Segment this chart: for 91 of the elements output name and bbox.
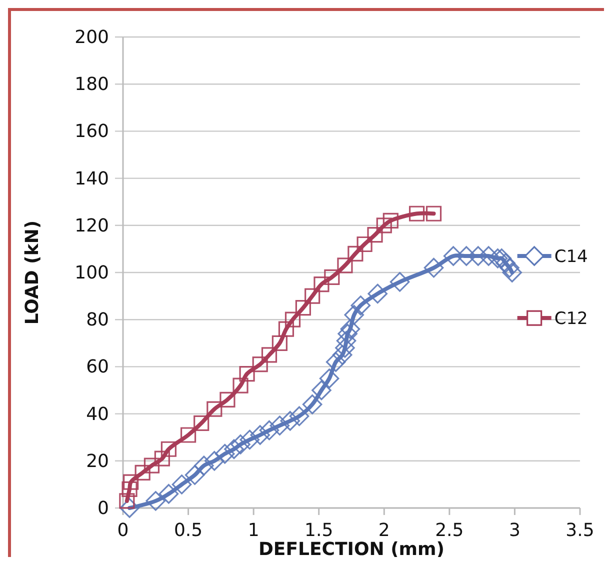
legend-label: C12 [554, 309, 588, 330]
point [424, 258, 444, 278]
y-tick-label: 160 [74, 121, 109, 142]
point [350, 296, 371, 316]
point [154, 450, 170, 466]
point [261, 347, 278, 363]
y-tick-label: 20 [86, 450, 109, 472]
point [158, 484, 179, 504]
point [144, 458, 160, 474]
point [172, 474, 192, 494]
point [239, 366, 255, 382]
point [348, 246, 364, 262]
point [214, 444, 235, 464]
y-tick-label: 0 [98, 498, 109, 519]
x-tick-label: 3 [508, 520, 520, 541]
y-tick-label: 80 [86, 310, 109, 331]
x-tick-label: 2.5 [435, 520, 464, 541]
point [336, 330, 356, 351]
x-tick-label: 0.5 [174, 520, 203, 541]
point [426, 206, 442, 222]
point [270, 416, 290, 436]
point [408, 206, 425, 222]
point [180, 427, 196, 443]
point [194, 456, 214, 476]
point [443, 246, 464, 266]
point [468, 246, 488, 266]
y-tick-label: 100 [74, 262, 109, 284]
point [304, 288, 320, 304]
point [344, 304, 364, 325]
point [224, 439, 244, 460]
point [456, 246, 476, 266]
y-tick-label: 60 [86, 356, 109, 378]
point [312, 380, 332, 400]
point [488, 248, 508, 268]
point [194, 415, 210, 432]
point [259, 420, 280, 440]
y-axis-title: LOAD (kN) [22, 220, 43, 325]
point [123, 474, 139, 490]
point [134, 464, 150, 480]
point [376, 218, 392, 234]
point [230, 434, 250, 454]
x-tick-label: 0 [117, 520, 129, 541]
point [232, 378, 248, 394]
point [326, 352, 346, 372]
point [220, 392, 236, 408]
point [382, 212, 398, 228]
x-tick-label: 1.5 [304, 520, 334, 541]
point [280, 410, 300, 431]
point [284, 312, 301, 328]
point [338, 324, 358, 344]
point [368, 284, 388, 304]
point [206, 401, 222, 417]
point [478, 246, 498, 266]
point [492, 248, 512, 268]
point [250, 425, 270, 445]
y-tick-label: 40 [86, 404, 109, 425]
point [356, 236, 372, 252]
point [332, 345, 352, 365]
point [252, 356, 268, 372]
point [146, 491, 166, 511]
x-axis-title: DEFLECTION (mm) [258, 539, 445, 560]
point [278, 321, 294, 337]
y-tick-label: 200 [74, 27, 109, 48]
point [204, 451, 224, 471]
y-tick-label: 140 [74, 168, 109, 190]
x-tick-label: 2 [378, 520, 390, 541]
point [340, 319, 360, 339]
point [500, 258, 520, 278]
point [295, 300, 311, 316]
point [122, 481, 138, 497]
point [289, 406, 310, 426]
point [240, 430, 260, 450]
legend-label: C14 [554, 247, 588, 268]
point [160, 441, 176, 457]
point [324, 269, 340, 286]
point [390, 272, 410, 292]
point [337, 258, 353, 274]
point [335, 338, 355, 358]
y-tick-label: 180 [74, 74, 109, 96]
point [367, 227, 383, 243]
point [184, 465, 205, 485]
point [120, 498, 140, 518]
point [302, 394, 322, 414]
y-tick-label: 120 [74, 215, 109, 236]
point [319, 368, 340, 388]
point [272, 335, 288, 351]
point [502, 262, 522, 282]
point [314, 276, 330, 292]
x-tick-label: 1 [248, 520, 260, 541]
point [496, 253, 516, 273]
x-tick-label: 3.5 [566, 520, 594, 541]
